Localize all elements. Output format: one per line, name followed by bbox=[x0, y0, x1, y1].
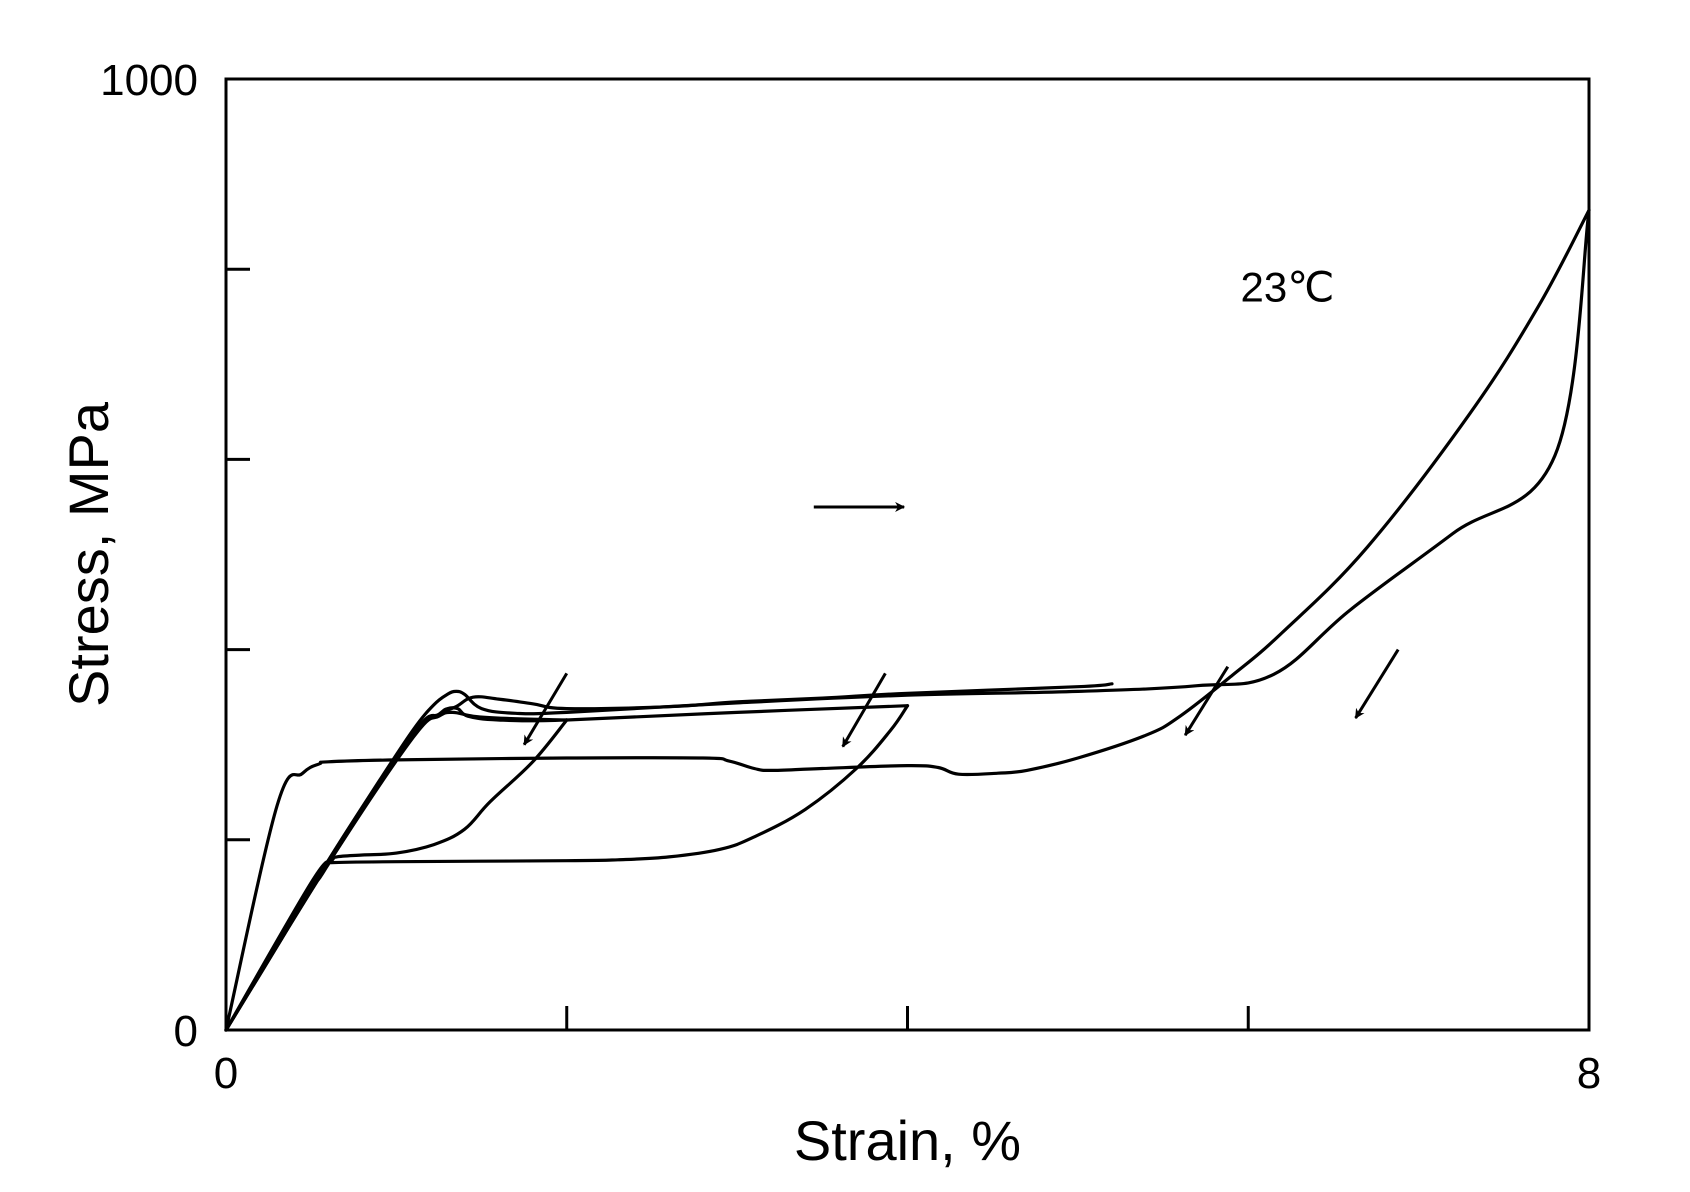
unloading-direction-arrow bbox=[1354, 648, 1400, 719]
x-axis-label: Strain, % bbox=[794, 1109, 1021, 1172]
unloading-direction-arrow bbox=[1183, 665, 1230, 737]
unloading-direction-arrow bbox=[522, 672, 569, 746]
x-axis-ticks bbox=[565, 1006, 1250, 1030]
hysteresis-curves bbox=[224, 208, 1591, 1032]
cycle-2-loading-curve bbox=[224, 704, 910, 1032]
cycle-1-loading-curve bbox=[224, 208, 1591, 1032]
direction-arrows bbox=[522, 501, 1400, 748]
x-tick-label: 8 bbox=[1577, 1049, 1601, 1098]
y-tick-label: 1000 bbox=[100, 56, 198, 105]
y-tick-label: 0 bbox=[174, 1007, 198, 1056]
y-axis-label: Stress, MPa bbox=[57, 401, 120, 707]
cycle-1-unloading-curve bbox=[224, 208, 1591, 1032]
cycle-3-unloading-curve bbox=[224, 718, 569, 1032]
cycle-2-unloading-curve bbox=[224, 704, 910, 1032]
y-axis-tick-labels: 0 1000 bbox=[100, 56, 198, 1056]
x-tick-label: 0 bbox=[214, 1049, 238, 1098]
unloading-direction-arrow bbox=[841, 672, 887, 748]
cycle-4-loading-curve bbox=[224, 682, 1114, 1032]
y-axis-ticks bbox=[226, 267, 250, 842]
temperature-annotation: 23℃ bbox=[1240, 264, 1334, 311]
plot-frame bbox=[224, 77, 1591, 1032]
